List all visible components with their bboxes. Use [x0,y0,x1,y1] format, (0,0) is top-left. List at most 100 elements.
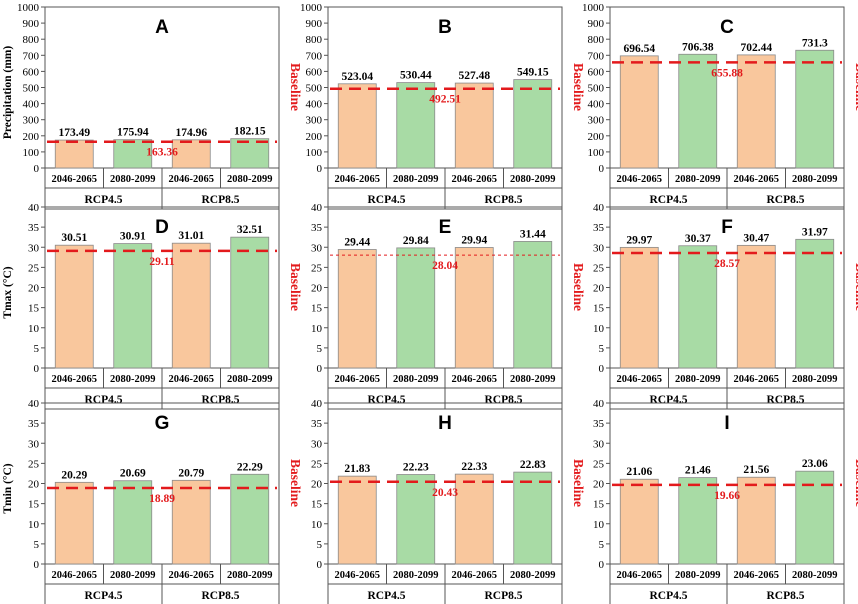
y-tick-label: 10 [593,323,605,335]
group-label: RCP8.5 [484,590,522,602]
y-tick-label: 600 [23,66,40,78]
group-label: RCP8.5 [484,394,522,406]
y-tick-label: 5 [599,539,605,551]
data-label: 30.47 [743,232,769,244]
panel-a: 0 100 200 300 400 500 600 700 800 900 1000 Precipit… [2,2,303,210]
y-tick-label: 30 [311,242,323,254]
data-label: 31.97 [802,226,828,238]
baseline-value-label: 28.57 [714,258,740,270]
y-tick-label: 100 [23,147,40,159]
y-tick-label: 10 [28,519,40,531]
y-tick-label: 15 [28,499,40,511]
bar [230,236,270,369]
bar [678,477,718,565]
y-tick-label: 5 [317,343,323,355]
y-tick-label: 15 [311,303,323,315]
y-tick-label: 5 [34,539,40,551]
bar [513,241,553,369]
category-label: 2046-2065 [52,374,98,385]
y-tick-label: 20 [28,479,40,491]
y-tick-label: 800 [306,34,323,46]
baseline-word: Baseline [853,63,858,111]
y-tick-label: 0 [34,163,40,175]
y-tick-label: 40 [28,398,40,410]
y-tick-label: 20 [28,283,40,295]
y-tick-label: 30 [28,242,40,254]
category-label: 2046-2065 [734,374,780,385]
y-tick-label: 100 [588,147,605,159]
y-tick-label: 0 [599,163,605,175]
bar [54,481,94,565]
y-tick-label: 500 [588,83,605,95]
data-label: 21.46 [685,465,711,477]
category-label: 2080-2099 [675,374,721,385]
group-label: RCP4.5 [84,590,122,602]
bar [678,53,718,169]
baseline-word: Baseline [571,263,586,311]
bar [619,478,659,565]
category-label: 2046-2065 [452,174,498,185]
y-tick-label: 200 [23,131,40,143]
data-label: 30.91 [120,231,146,243]
data-label: 20.29 [61,469,87,481]
y-tick-label: 5 [317,539,323,551]
bar [337,475,377,565]
panel-letter: I [724,413,729,434]
y-tick-label: 30 [593,438,605,450]
data-label: 21.83 [344,463,370,475]
y-tick-label: 100 [306,147,323,159]
y-tick-label: 40 [593,202,605,214]
category-label: 2080-2099 [675,174,721,185]
bar [795,49,835,169]
category-label: 2080-2099 [792,174,838,185]
category-label: 2080-2099 [792,374,838,385]
bar [736,244,776,369]
bar [396,247,436,369]
panel-letter: B [438,17,452,38]
data-label: 30.37 [685,233,711,245]
group-label: RCP8.5 [766,394,804,406]
data-label: 29.84 [403,235,429,247]
y-tick-label: 600 [588,66,605,78]
y-tick-label: 400 [23,99,40,111]
data-label: 31.01 [178,230,204,242]
bar [795,470,835,565]
y-tick-label: 15 [311,499,323,511]
y-tick-label: 25 [593,262,605,274]
data-label: 21.56 [743,464,769,476]
y-tick-label: 600 [306,66,323,78]
baseline-word: Baseline [571,459,586,507]
y-tick-label: 400 [588,99,605,111]
data-label: 173.49 [58,127,90,139]
bar [396,474,436,565]
y-tick-label: 200 [306,131,323,143]
y-tick-label: 5 [599,343,605,355]
data-label: 32.51 [237,224,263,236]
group-label: RCP8.5 [201,194,239,206]
group-label: RCP8.5 [201,590,239,602]
category-label: 2080-2099 [110,570,156,581]
bar [337,83,377,169]
panel-f: 0 5 10 15 20 25 30 35 40 29.97 30.37 30.47 31.97 2046… [593,202,858,410]
y-tick-label: 20 [311,283,323,295]
y-tick-label: 900 [306,18,323,30]
bar [171,479,211,565]
bar [113,139,153,169]
data-label: 29.94 [461,234,487,246]
category-label: 2046-2065 [169,570,215,581]
category-label: 2080-2099 [510,174,556,185]
panel-letter: G [155,413,170,434]
y-tick-label: 400 [306,99,323,111]
y-tick-label: 300 [306,115,323,127]
bar [54,244,94,369]
y-tick-label: 10 [28,323,40,335]
category-label: 2080-2099 [510,374,556,385]
baseline-value-label: 655.88 [711,67,743,79]
category-label: 2080-2099 [675,570,721,581]
y-tick-label: 10 [593,519,605,531]
y-tick-label: 25 [311,262,323,274]
data-label: 175.94 [117,127,149,139]
y-tick-label: 1000 [582,2,605,14]
category-label: 2080-2099 [227,174,273,185]
baseline-value-label: 163.36 [146,147,178,159]
